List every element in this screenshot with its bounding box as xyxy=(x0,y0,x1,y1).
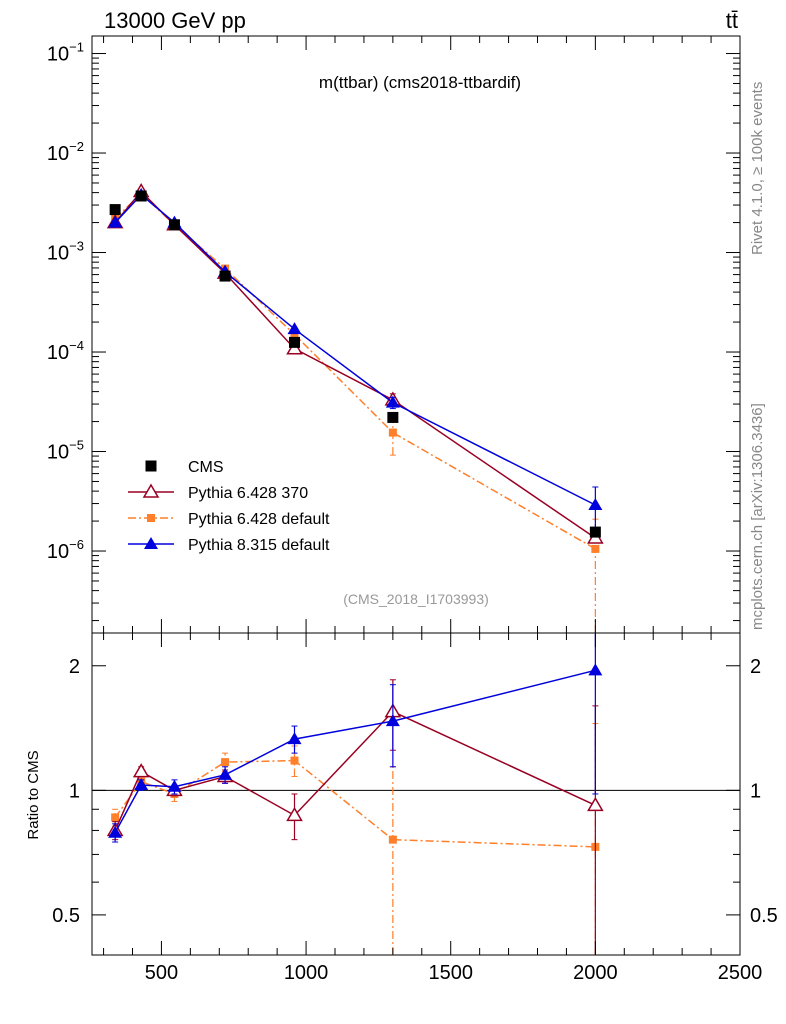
ratio-y-tick-label-left: 2 xyxy=(69,656,80,678)
data-point-py6_default xyxy=(591,544,600,553)
ratio-point-py6_default xyxy=(111,813,120,822)
ratio-point-py6_370 xyxy=(587,796,604,812)
legend-entry-py6_370: Pythia 6.428 370 xyxy=(128,483,308,502)
ratio-series-py6_370 xyxy=(106,679,604,955)
ratio-line-py6_default xyxy=(114,759,596,848)
data-point-cms xyxy=(109,204,121,216)
legend-marker xyxy=(142,483,160,498)
y-tick-label: 10−2 xyxy=(47,139,84,165)
legend-entry-cms: CMS xyxy=(145,459,224,476)
legend-marker xyxy=(147,514,155,522)
plot-title: m(ttbar) (cms2018-ttbardif) xyxy=(319,73,521,92)
data-point-cms xyxy=(135,190,147,202)
data-point-cms xyxy=(387,411,399,423)
ratio-line-py6_370 xyxy=(114,710,596,831)
y-tick-mantissa: 10 xyxy=(47,143,69,165)
ratio-point-py8 xyxy=(385,714,400,727)
legend-marker xyxy=(144,537,158,549)
data-point-py8 xyxy=(108,215,123,228)
ratio-y-tick-label-left: 0.5 xyxy=(52,905,80,927)
legend-entry-py6_default: Pythia 6.428 default xyxy=(128,511,330,528)
y-tick-label: 10−4 xyxy=(47,338,84,364)
series-py6_default xyxy=(111,189,600,633)
y-tick-exponent: −4 xyxy=(69,338,84,353)
ratio-point-py6_370 xyxy=(286,806,303,822)
series-cms xyxy=(109,190,601,538)
main-panel: 10−610−510−410−310−210−1 xyxy=(47,35,741,634)
ratio-y-tick-label-right: 2 xyxy=(750,656,761,678)
ratio-series-py6_default xyxy=(111,723,600,955)
y-tick-exponent: −5 xyxy=(69,438,84,453)
ratio-point-py8 xyxy=(287,732,302,745)
ratio-y-tick-label-right: 0.5 xyxy=(750,905,778,927)
ratio-y-tick-label-right: 1 xyxy=(750,780,761,802)
analysis-tag: (CMS_2018_I1703993) xyxy=(343,591,489,607)
ratio-point-py8 xyxy=(588,663,603,676)
ratio-point-py6_default xyxy=(221,758,230,767)
data-point-py6_default xyxy=(388,428,397,437)
series-py6_370 xyxy=(106,183,604,544)
ratio-point-py8 xyxy=(167,779,182,792)
x-tick-label: 1500 xyxy=(428,962,473,984)
x-axis: 500 1000 1500 2000 2500 xyxy=(103,36,763,984)
ratio-point-py6_default xyxy=(290,756,299,765)
side-label-source: mcplots.cern.ch [arXiv:1306.3436] xyxy=(749,403,766,630)
y-tick-mantissa: 10 xyxy=(47,541,69,563)
legend-label: Pythia 6.428 default xyxy=(188,511,330,528)
y-tick-mantissa: 10 xyxy=(47,342,69,364)
ratio-point-py8 xyxy=(108,825,123,838)
side-label-rivet: Rivet 4.1.0, ≥ 100k events xyxy=(749,82,766,255)
legend: CMS Pythia 6.428 370 Pythia 6.428 default P… xyxy=(128,459,330,554)
y-tick-label: 10−3 xyxy=(47,239,84,265)
x-tick-label: 500 xyxy=(145,962,178,984)
ratio-frame xyxy=(91,632,741,956)
ratio-point-py6_default xyxy=(388,835,397,844)
data-point-cms xyxy=(589,526,601,538)
data-point-cms xyxy=(289,336,300,348)
data-point-py8 xyxy=(385,395,400,408)
ratio-point-py8 xyxy=(134,778,149,791)
x-tick-label: 1000 xyxy=(284,962,329,984)
ratio-panel: 0.5 0.5 1 1 2 2 xyxy=(52,632,778,956)
x-tick-label: 2500 xyxy=(718,962,763,984)
y-tick-mantissa: 10 xyxy=(47,442,69,464)
series-py8 xyxy=(108,187,603,537)
y-tick-mantissa: 10 xyxy=(47,44,69,66)
energy-label: 13000 GeV pp xyxy=(104,8,246,33)
y-tick-mantissa: 10 xyxy=(47,243,69,265)
y-tick-label: 10−5 xyxy=(47,438,84,464)
data-point-py8 xyxy=(588,498,603,511)
x-tick-label: 2000 xyxy=(573,962,618,984)
y-tick-exponent: −3 xyxy=(69,239,84,254)
legend-label: CMS xyxy=(188,459,224,476)
y-tick-exponent: −2 xyxy=(69,139,84,154)
process-label: tt̄ xyxy=(726,8,738,33)
data-point-cms xyxy=(168,219,180,231)
y-tick-exponent: −6 xyxy=(69,537,84,552)
legend-label: Pythia 6.428 370 xyxy=(188,485,308,502)
legend-label: Pythia 8.315 default xyxy=(188,537,330,554)
legend-marker xyxy=(145,460,157,472)
legend-entry-py8: Pythia 8.315 default xyxy=(128,537,330,554)
ratio-point-py8 xyxy=(218,767,233,780)
data-point-cms xyxy=(219,270,231,282)
y-tick-label: 10−1 xyxy=(47,40,84,66)
y-tick-label: 10−6 xyxy=(47,537,84,563)
ratio-y-tick-label-left: 1 xyxy=(69,780,80,802)
data-point-py8 xyxy=(287,322,302,335)
ratio-point-py6_370 xyxy=(132,763,150,778)
data-point-py6_default xyxy=(290,330,299,339)
ratio-y-axis-label: Ratio to CMS xyxy=(25,750,42,839)
y-tick-exponent: −1 xyxy=(69,40,84,55)
ratio-series-py8 xyxy=(108,633,603,843)
